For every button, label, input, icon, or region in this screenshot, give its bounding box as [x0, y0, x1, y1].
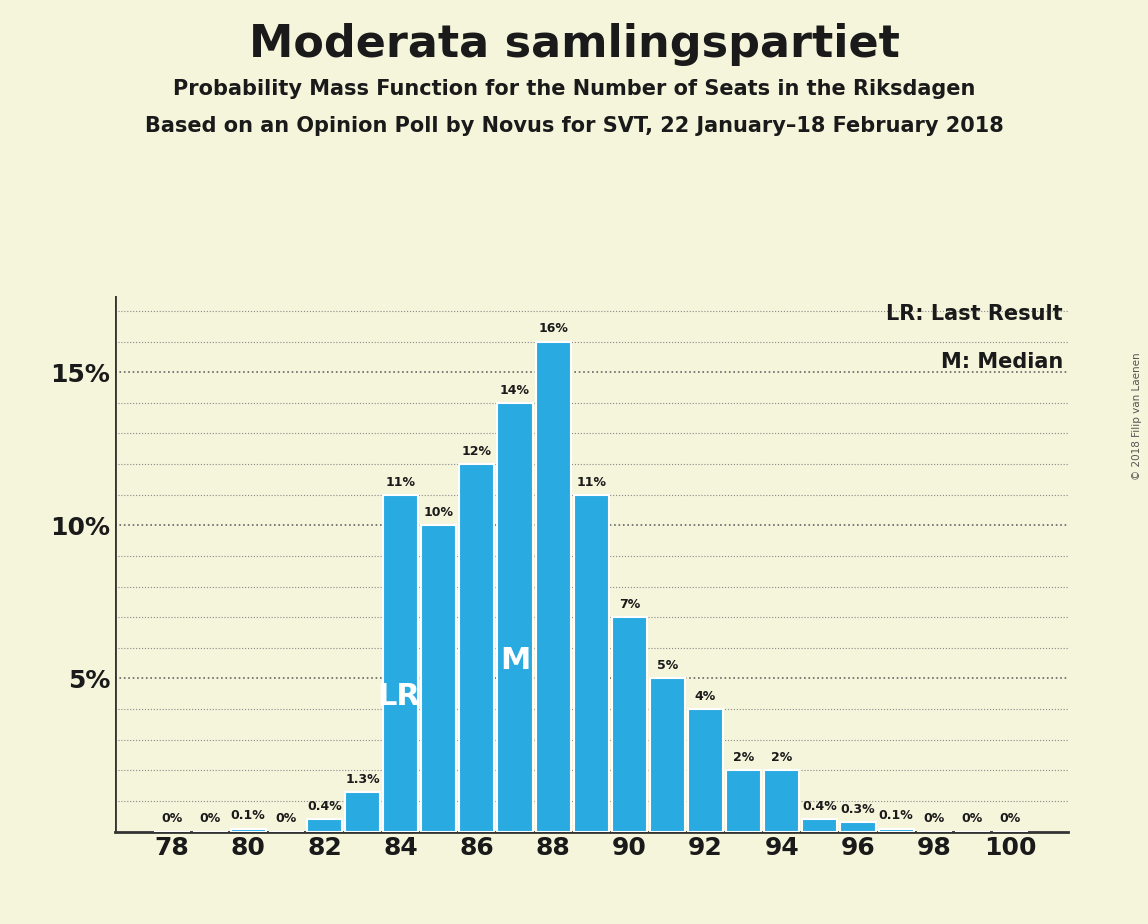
Text: 1.3%: 1.3% [346, 772, 380, 785]
Bar [612, 617, 646, 832]
Text: 0%: 0% [276, 812, 297, 825]
Bar [536, 342, 571, 832]
Text: 14%: 14% [501, 383, 530, 396]
Text: 2%: 2% [771, 751, 792, 764]
Text: 0%: 0% [962, 812, 983, 825]
Text: Based on an Opinion Poll by Novus for SVT, 22 January–18 February 2018: Based on an Opinion Poll by Novus for SV… [145, 116, 1003, 136]
Bar [802, 820, 837, 832]
Text: 0.3%: 0.3% [840, 803, 875, 816]
Bar [346, 792, 380, 832]
Text: 5%: 5% [657, 660, 678, 673]
Bar [878, 829, 914, 832]
Text: 4%: 4% [695, 690, 716, 703]
Text: 0.4%: 0.4% [802, 800, 837, 813]
Bar [650, 678, 685, 832]
Text: 0%: 0% [200, 812, 220, 825]
Text: © 2018 Filip van Laenen: © 2018 Filip van Laenen [1132, 352, 1142, 480]
Text: 0.1%: 0.1% [231, 809, 265, 822]
Bar [727, 771, 761, 832]
Text: 11%: 11% [576, 476, 606, 489]
Text: 10%: 10% [424, 506, 453, 519]
Text: M: Median: M: Median [940, 352, 1063, 372]
Bar [497, 403, 533, 832]
Text: 2%: 2% [734, 751, 754, 764]
Text: 12%: 12% [461, 445, 491, 458]
Text: 0%: 0% [162, 812, 183, 825]
Bar [307, 820, 342, 832]
Text: 7%: 7% [619, 598, 639, 611]
Bar [840, 822, 876, 832]
Text: LR: LR [378, 682, 420, 711]
Text: 0%: 0% [924, 812, 945, 825]
Bar [421, 526, 456, 832]
Text: 0%: 0% [1000, 812, 1021, 825]
Text: Probability Mass Function for the Number of Seats in the Riksdagen: Probability Mass Function for the Number… [173, 79, 975, 99]
Bar [231, 829, 265, 832]
Text: 0.1%: 0.1% [878, 809, 914, 822]
Bar [574, 494, 608, 832]
Text: 11%: 11% [386, 476, 416, 489]
Bar [688, 709, 723, 832]
Bar [765, 771, 799, 832]
Text: 0.4%: 0.4% [307, 800, 342, 813]
Bar [459, 464, 495, 832]
Text: LR: Last Result: LR: Last Result [886, 304, 1063, 323]
Bar [383, 494, 418, 832]
Text: M: M [499, 646, 530, 675]
Text: 16%: 16% [538, 322, 568, 335]
Text: Moderata samlingspartiet: Moderata samlingspartiet [249, 23, 899, 67]
